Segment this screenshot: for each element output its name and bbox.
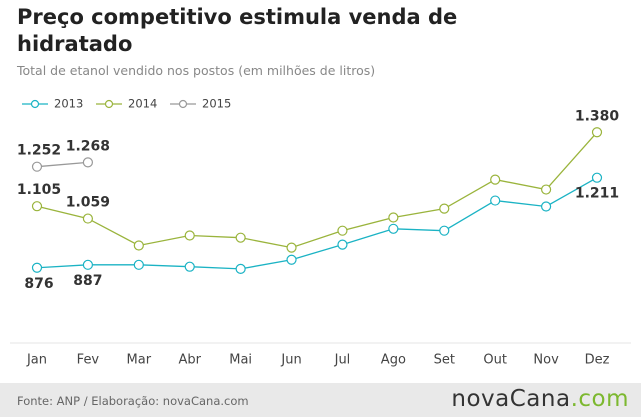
data-label: 1.059 <box>66 195 110 211</box>
x-tick-label: Fev <box>77 353 100 368</box>
point <box>388 212 399 223</box>
point <box>591 127 603 138</box>
logo-name[interactable]: novaCana <box>451 386 571 412</box>
data-label: 1.252 <box>17 143 61 159</box>
point <box>82 259 94 270</box>
logo-suffix[interactable]: .com <box>570 386 629 412</box>
x-tick-label: Set <box>434 353 455 368</box>
point <box>235 232 246 243</box>
series-line <box>36 131 598 249</box>
legend-label: 2013 <box>54 97 83 111</box>
point <box>82 157 94 168</box>
point <box>540 184 552 195</box>
series-line <box>36 177 598 270</box>
chart: Jan Fev Mar Abr Mai Jun Jul Ago Set Out Nov Dez 2013… <box>10 97 631 368</box>
legend-label: 2015 <box>202 97 231 111</box>
point <box>184 230 195 241</box>
point <box>286 254 297 265</box>
point <box>184 261 195 272</box>
point <box>286 242 297 253</box>
x-tick-label: Jan <box>26 353 47 368</box>
x-tick-label: Jun <box>280 353 301 368</box>
point <box>490 195 501 206</box>
x-tick-label: Mar <box>127 353 152 368</box>
point <box>591 172 603 183</box>
point <box>82 213 94 224</box>
legend-marker <box>30 99 40 109</box>
legend-marker <box>178 99 188 109</box>
data-label: 1.105 <box>17 182 61 198</box>
legend-label: 2014 <box>128 97 157 111</box>
x-tick-label: Dez <box>585 353 610 368</box>
source: Fonte: ANP / Elaboração: novaCana.com <box>17 394 249 408</box>
point <box>337 239 348 250</box>
legend-marker <box>104 99 114 109</box>
x-tick-label: Jul <box>334 353 351 368</box>
data-label: 876 <box>24 276 53 292</box>
point <box>439 225 450 236</box>
point <box>133 259 144 270</box>
point <box>31 201 43 212</box>
data-label: 1.211 <box>575 186 619 202</box>
data-label: 1.268 <box>66 138 110 154</box>
point <box>337 225 348 236</box>
footer: Fonte: ANP / Elaboração: novaCana.com no… <box>0 383 641 417</box>
point <box>235 263 246 274</box>
point <box>133 240 144 251</box>
point <box>490 174 501 185</box>
point <box>540 201 552 212</box>
x-tick-label: Abr <box>178 353 201 368</box>
series-line <box>36 161 88 168</box>
point <box>388 223 399 234</box>
x-tick-label: Ago <box>381 353 406 368</box>
data-label: 1.380 <box>575 108 620 124</box>
data-label: 887 <box>73 273 102 289</box>
point <box>31 161 43 172</box>
logo[interactable]: novaCana.com <box>451 386 629 412</box>
chart-title: Preço competitivo estimula venda de hidr… <box>17 5 458 56</box>
point <box>31 262 43 273</box>
x-tick-label: Nov <box>533 353 559 368</box>
point <box>439 203 450 214</box>
x-tick-label: Mai <box>229 353 252 368</box>
x-tick-label: Out <box>483 353 507 368</box>
chart-subtitle: Total de etanol vendido nos postos (em m… <box>17 63 376 78</box>
